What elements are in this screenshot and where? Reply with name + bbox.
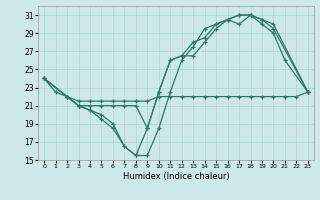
X-axis label: Humidex (Indice chaleur): Humidex (Indice chaleur) bbox=[123, 172, 229, 181]
